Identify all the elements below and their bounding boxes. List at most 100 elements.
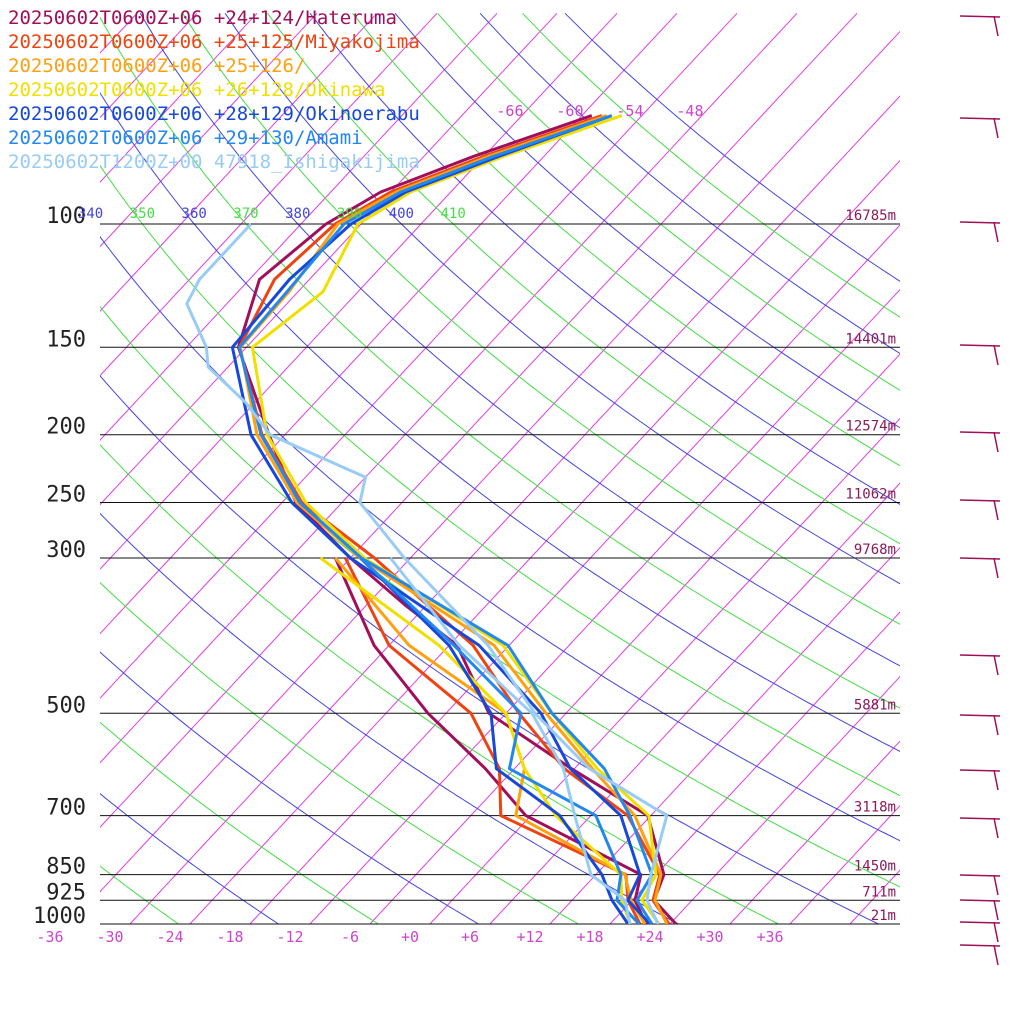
height-label: 9768m xyxy=(854,542,896,558)
theta-label: 390 xyxy=(337,206,362,222)
barb-flag xyxy=(993,654,999,676)
height-label: 5881m xyxy=(854,697,896,713)
barb-shaft xyxy=(959,921,1001,924)
temperature-tick-label: +18 xyxy=(576,928,603,946)
height-label: 14401m xyxy=(845,331,896,347)
theta-label: 350 xyxy=(130,206,155,222)
barb-flag xyxy=(993,117,999,139)
dry-adiabat-line xyxy=(100,305,900,888)
axis-labels: 100 16785m 150 14401m 200 12574m 250 11062m 300 9… xyxy=(33,102,896,946)
barb-flag xyxy=(993,221,999,243)
pressure-label: 100 xyxy=(46,204,86,229)
isotherm-line xyxy=(100,12,558,506)
isotherm-line xyxy=(729,740,900,924)
wind-barb xyxy=(959,221,1001,243)
pressure-label: 700 xyxy=(46,796,86,821)
height-label: 21m xyxy=(871,908,896,924)
dry-adiabat-line xyxy=(100,512,680,924)
dry-adiabat-line xyxy=(522,12,900,318)
barb-shaft xyxy=(959,714,1001,717)
dry-adiabat-line xyxy=(100,375,880,924)
barb-flag xyxy=(993,944,999,966)
dry-adiabat-line xyxy=(100,443,780,924)
temperature-tick-label: +24 xyxy=(636,928,663,946)
height-label: 11062m xyxy=(845,487,896,503)
pressure-label: 1000 xyxy=(33,904,86,929)
temperature-tick-label: -30 xyxy=(96,928,123,946)
isotherm-line xyxy=(489,482,900,924)
temperature-tick-label: -36 xyxy=(36,928,63,946)
wind-barb xyxy=(959,899,1001,921)
wind-barb xyxy=(959,874,1001,896)
barb-shaft xyxy=(959,557,1001,560)
isotherm-line xyxy=(100,12,798,764)
theta-label: 360 xyxy=(182,206,207,222)
dry-adiabat-line xyxy=(309,12,900,505)
dewpoint-profile-line xyxy=(334,557,648,924)
dry-adiabat-line xyxy=(100,235,900,842)
theta-label: 380 xyxy=(285,206,310,222)
barb-shaft xyxy=(959,344,1001,347)
isotherm-label: -54 xyxy=(616,102,643,120)
temperature-profile-line xyxy=(185,222,669,924)
dewpoint-profile-line xyxy=(359,556,630,924)
temperature-profile-line xyxy=(237,114,654,924)
adiabat-grid xyxy=(100,12,900,924)
legend-entry: 20250602T0600Z+06 +28+129/Okinoerabu xyxy=(8,103,420,125)
barb-shaft xyxy=(959,15,1001,18)
wind-barb xyxy=(959,431,1001,453)
wind-barb xyxy=(959,769,1001,791)
temperature-profile-line xyxy=(230,114,652,924)
temperature-tick-label: -18 xyxy=(216,928,243,946)
temperature-tick-label: -24 xyxy=(156,928,183,946)
height-label: 16785m xyxy=(845,208,896,224)
barb-shaft xyxy=(959,431,1001,434)
pressure-label: 200 xyxy=(46,415,86,440)
isotherm-line xyxy=(189,159,900,924)
wind-barb xyxy=(959,117,1001,139)
wind-barb xyxy=(959,15,1001,37)
isotherm-line xyxy=(956,13,1024,939)
pressure-label: 300 xyxy=(46,538,86,563)
isotherm-label: -60 xyxy=(556,102,583,120)
dry-adiabat-line xyxy=(100,721,380,924)
theta-label: 370 xyxy=(233,206,258,222)
legend-entry: 20250602T0600Z+06 +29+130/Amami xyxy=(8,127,363,149)
isotherm-label: -48 xyxy=(676,102,703,120)
legend-entry: 20250602T1200Z+00 47918_Ishigakijima xyxy=(8,151,420,173)
barb-flag xyxy=(993,899,999,921)
pressure-label: 925 xyxy=(46,880,86,905)
wind-barb xyxy=(959,921,1001,943)
barb-flag xyxy=(993,15,999,37)
barb-flag xyxy=(993,431,999,453)
barb-flag xyxy=(993,344,999,366)
legend-entry: 20250602T0600Z+06 +24+124/Hateruma xyxy=(8,7,397,29)
barb-flag xyxy=(993,499,999,521)
height-label: 711m xyxy=(862,884,896,900)
wind-barb xyxy=(959,944,1001,966)
dry-adiabat-line xyxy=(267,13,900,545)
isotherm-line xyxy=(100,12,618,570)
dry-adiabat-line xyxy=(100,651,480,924)
temperature-tick-label: +36 xyxy=(756,928,783,946)
barb-shaft xyxy=(959,117,1001,120)
isotherm-line xyxy=(849,869,900,924)
wind-barbs xyxy=(959,15,1001,966)
isotherm-line xyxy=(100,30,900,893)
height-label: 3118m xyxy=(854,800,896,816)
barb-flag xyxy=(993,817,999,839)
dry-adiabat-line xyxy=(100,793,280,924)
theta-label: 340 xyxy=(78,206,103,222)
barb-shaft xyxy=(959,769,1001,772)
isotherm-line xyxy=(129,95,900,924)
dry-adiabat-line xyxy=(100,164,900,797)
wind-barb xyxy=(959,499,1001,521)
legend-entry: 20250602T0600Z+06 +25+126/ xyxy=(8,55,305,77)
legend-entry: 20250602T0600Z+06 +26+128/Okinawa xyxy=(8,79,386,101)
dry-adiabat-line xyxy=(100,16,900,709)
temperature-tick-label: +6 xyxy=(461,928,479,946)
dry-adiabat-line xyxy=(182,13,900,625)
legend: 20250602T0600Z+06 +24+124/Hateruma 202506… xyxy=(8,7,420,173)
barb-shaft xyxy=(959,874,1001,877)
isotherm-line xyxy=(669,675,900,924)
